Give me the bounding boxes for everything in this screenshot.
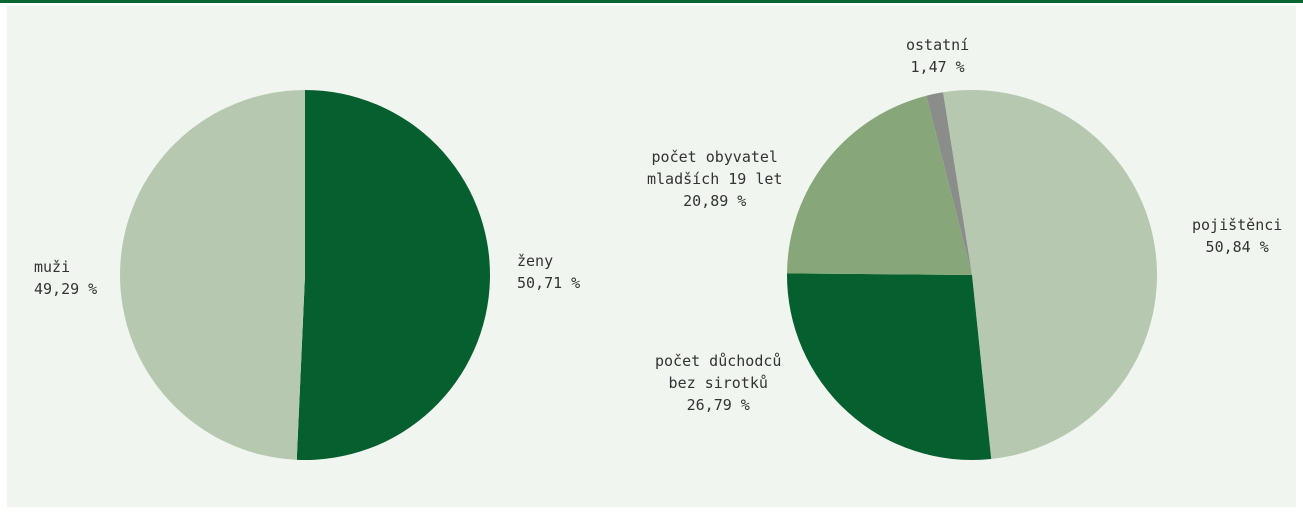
- slice-label-zeny: ženy 50,71 %: [517, 252, 581, 292]
- pie-1-slice-2: [787, 95, 972, 275]
- slice-label-ostatni: ostatní 1,47 %: [906, 36, 970, 76]
- pie-0-slice-0: [296, 90, 490, 460]
- pie-1-slice-0: [943, 90, 1157, 460]
- pie-1-slice-1: [787, 273, 992, 460]
- top-rule: [0, 0, 1303, 3]
- slice-label-mladsi-19: počet obyvatel mladších 19 let 20,89 %: [647, 148, 783, 210]
- pie-1-slice-3: [926, 92, 972, 276]
- slice-label-pojistenci: pojištěnci 50,84 %: [1192, 216, 1283, 256]
- pie-0-slice-1: [119, 90, 305, 460]
- slice-label-muzi: muži 49,29 %: [34, 258, 98, 298]
- slice-label-duchodci: počet důchodců bez sirotků 26,79 %: [655, 352, 782, 414]
